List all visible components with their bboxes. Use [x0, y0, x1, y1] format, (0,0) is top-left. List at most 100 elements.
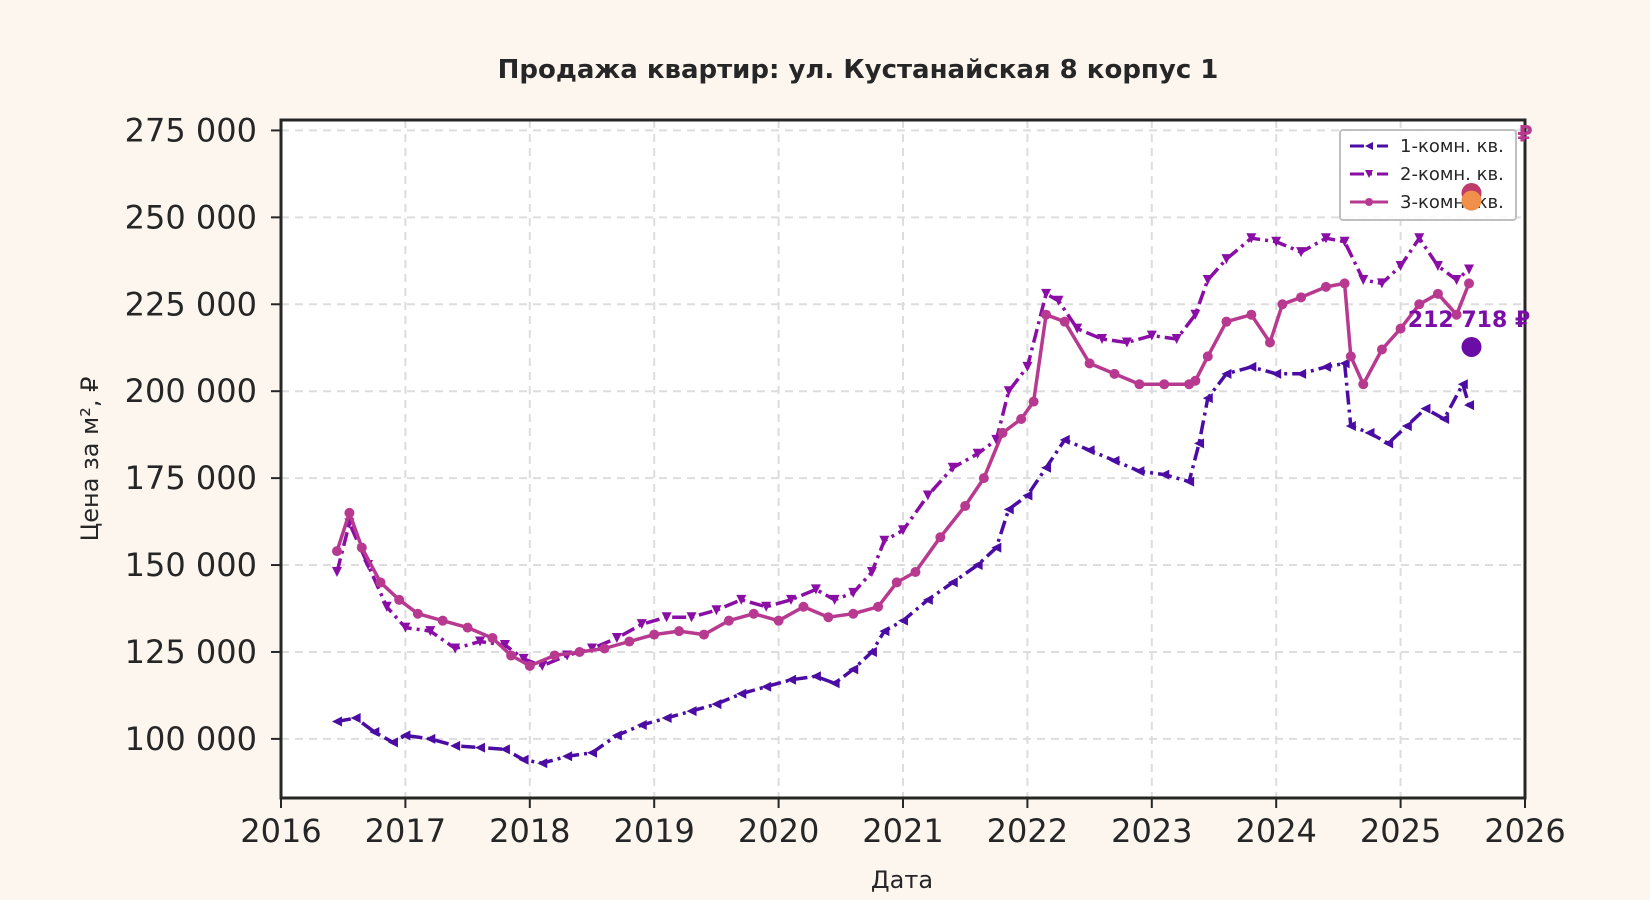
data-point	[991, 542, 1002, 553]
annotation-label: ₽	[1517, 123, 1532, 148]
data-point	[1414, 233, 1425, 244]
data-point	[649, 629, 660, 640]
data-point	[1364, 427, 1375, 438]
data-point	[1395, 323, 1406, 334]
data-point	[1395, 261, 1406, 272]
data-point	[1041, 288, 1052, 299]
y-tick-label: 275 000	[125, 111, 257, 149]
data-point	[810, 584, 821, 595]
data-point	[499, 744, 510, 755]
data-point	[972, 560, 983, 571]
data-point	[674, 626, 685, 637]
data-point	[1376, 344, 1387, 355]
data-point	[1345, 420, 1356, 431]
data-point	[1053, 295, 1064, 306]
data-point	[686, 612, 697, 623]
data-point	[450, 740, 461, 751]
data-point	[661, 713, 672, 724]
data-point	[1296, 292, 1307, 303]
data-point	[562, 751, 573, 762]
data-point	[947, 462, 958, 473]
data-point	[1159, 379, 1170, 390]
data-point	[587, 747, 597, 758]
x-tick-label: 2023	[1111, 812, 1192, 850]
data-point	[1028, 396, 1039, 407]
data-point	[1041, 462, 1052, 473]
data-point	[1072, 323, 1083, 334]
data-point	[475, 742, 486, 753]
data-point	[1271, 368, 1282, 379]
data-point	[1121, 337, 1132, 348]
data-point	[1383, 438, 1394, 449]
y-axis-label: Цена за м², ₽	[76, 377, 104, 542]
data-point	[425, 733, 436, 744]
x-tick-label: 2019	[613, 812, 694, 850]
data-point	[711, 605, 722, 616]
data-point	[1146, 330, 1157, 341]
x-tick-label: 2024	[1235, 812, 1316, 850]
data-point	[922, 490, 933, 501]
data-point	[1184, 476, 1195, 487]
data-point	[761, 681, 772, 692]
data-point	[344, 507, 355, 518]
x-tick-label: 2021	[862, 812, 943, 850]
series-layer	[331, 233, 1475, 769]
data-point	[425, 626, 436, 637]
data-point	[1464, 264, 1475, 275]
data-point	[1401, 420, 1412, 431]
data-point	[947, 577, 958, 588]
x-axis-label: Дата	[871, 866, 933, 894]
data-point	[375, 577, 386, 588]
data-point	[1320, 233, 1331, 244]
data-point	[1376, 278, 1387, 289]
data-point	[1358, 274, 1369, 285]
data-point	[829, 594, 840, 605]
legend-label: 2-комн. кв.	[1400, 164, 1504, 185]
data-point	[661, 612, 672, 623]
data-point	[1109, 368, 1120, 379]
data-point	[1320, 361, 1331, 372]
data-point	[1084, 358, 1095, 369]
data-point	[736, 688, 747, 699]
x-tick-label: 2016	[240, 812, 321, 850]
data-point	[437, 615, 448, 626]
data-point	[1109, 455, 1120, 466]
y-tick-label: 200 000	[125, 372, 257, 410]
data-point	[394, 594, 405, 605]
data-point	[1159, 469, 1170, 480]
data-point	[1432, 288, 1443, 299]
y-tick-label: 175 000	[125, 459, 257, 497]
data-point	[723, 615, 734, 626]
data-point	[773, 615, 784, 626]
data-point	[848, 587, 859, 598]
series-2	[331, 233, 1475, 671]
data-point	[331, 567, 342, 577]
data-point	[935, 532, 946, 543]
data-point	[873, 601, 884, 612]
data-point	[1202, 393, 1213, 404]
data-point	[1296, 247, 1307, 258]
data-point	[711, 699, 722, 710]
data-point	[922, 594, 933, 605]
annotation-label: 212 718 ₽	[1408, 308, 1530, 333]
data-point	[1358, 379, 1369, 390]
data-point	[400, 622, 411, 633]
data-point	[1271, 236, 1282, 247]
data-point	[636, 719, 647, 730]
data-point	[1339, 358, 1350, 369]
data-point	[848, 664, 859, 675]
data-point	[1464, 278, 1475, 289]
data-point	[350, 713, 361, 724]
data-point	[1264, 337, 1275, 348]
data-point	[829, 678, 840, 689]
data-point	[1202, 274, 1213, 285]
data-point	[761, 601, 772, 612]
data-point	[798, 601, 809, 612]
data-point	[1059, 434, 1070, 445]
x-axis: 2016 2017 2018 2019 2020 2021 2022 2023 2024 2025…	[240, 798, 1566, 850]
series-3	[331, 278, 1475, 671]
series-line	[336, 361, 1471, 765]
data-point	[1320, 281, 1331, 292]
x-tick-label: 2025	[1360, 812, 1441, 850]
